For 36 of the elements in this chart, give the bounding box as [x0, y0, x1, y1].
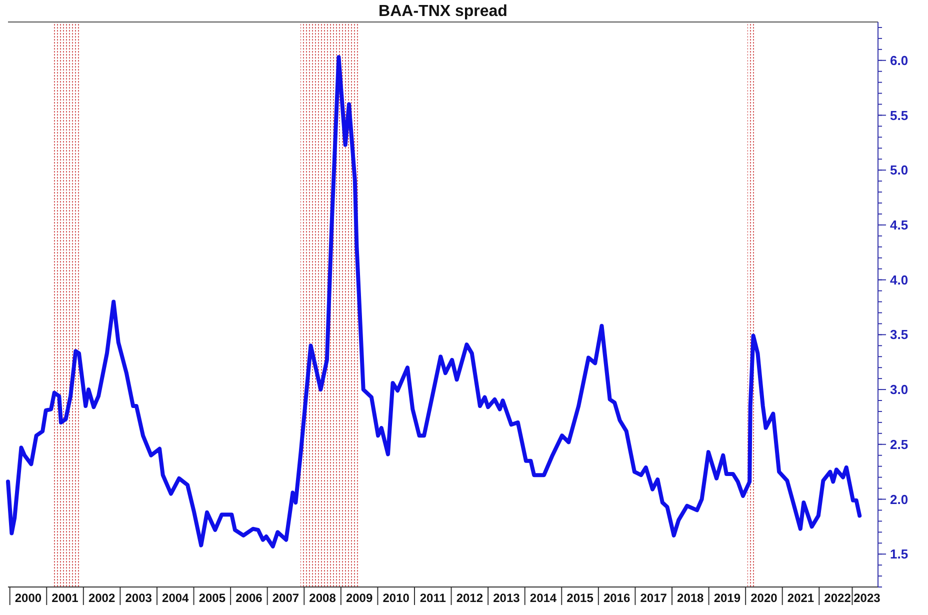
x-tick-label: 2011 — [420, 591, 446, 605]
x-tick-label: 2014 — [530, 591, 557, 605]
x-tick-label: 2003 — [125, 591, 152, 605]
x-tick-label: 2001 — [52, 591, 79, 605]
y-tick-label: 5.0 — [890, 162, 908, 178]
y-tick-label: 3.5 — [890, 327, 908, 342]
y-tick-label: 2.5 — [890, 436, 908, 452]
x-tick-label: 2015 — [566, 591, 594, 605]
x-tick-label: 2022 — [824, 591, 852, 605]
y-tick-label: 2.0 — [890, 492, 908, 507]
x-tick-label: 2012 — [456, 591, 484, 605]
x-tick-label: 2017 — [640, 591, 668, 605]
x-tick-label: 2023 — [854, 591, 881, 605]
x-tick-label: 2016 — [603, 591, 630, 605]
x-tick-label: 2000 — [14, 591, 42, 605]
x-tick-label: 2013 — [493, 591, 520, 605]
y-tick-label: 5.5 — [890, 108, 908, 123]
x-tick-label: 2009 — [346, 591, 373, 605]
x-tick-label: 2007 — [272, 591, 300, 605]
line-series — [6, 55, 862, 548]
x-tick-label: 2002 — [88, 591, 116, 605]
x-tick-label: 2008 — [309, 591, 336, 605]
x-tick-label: 2019 — [714, 591, 741, 605]
x-tick-label: 2006 — [236, 591, 263, 605]
x-tick-label: 2021 — [787, 591, 814, 605]
y-tick-label: 4.5 — [890, 218, 908, 233]
x-tick-label: 2004 — [162, 591, 190, 605]
x-tick-label: 2018 — [677, 591, 704, 605]
x-tick-label: 2010 — [382, 591, 410, 605]
y-tick-label: 3.0 — [890, 382, 908, 398]
y-tick-label: 1.5 — [890, 546, 908, 562]
y-tick-label: 4.0 — [890, 272, 908, 288]
x-tick-label: 2020 — [750, 591, 778, 605]
x-tick-label: 2005 — [198, 591, 226, 605]
y-tick-label: 6.0 — [890, 52, 908, 68]
chart-title: BAA-TNX spread — [378, 3, 508, 20]
